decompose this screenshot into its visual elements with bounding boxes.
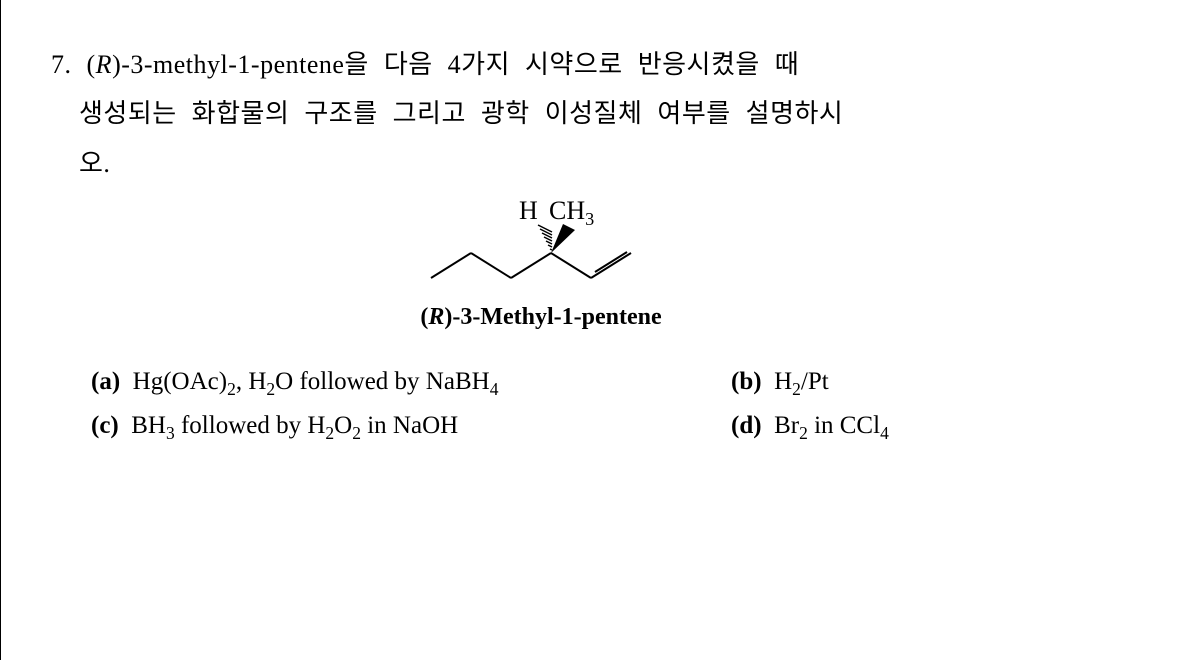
opt-a-sub1: 2 <box>227 379 236 399</box>
opt-b-rest: /Pt <box>801 368 829 395</box>
option-d: (d) Br2 in CCl4 <box>731 405 1150 449</box>
option-b: (b) H2/Pt <box>731 361 1150 405</box>
opt-d-sub2: 4 <box>880 423 889 443</box>
molecule-drawing: H CH3 <box>401 198 681 298</box>
opt-a-sub2: 2 <box>266 379 275 399</box>
opt-a-mid2: O followed by NaBH <box>275 368 490 395</box>
opt-b-pre: H <box>774 368 792 395</box>
opt-d-tag: (d) <box>731 412 762 439</box>
option-row-2: (c) BH3 followed by H2O2 in NaOH (d) Br2… <box>91 405 1150 449</box>
opt-c-pre: BH <box>131 412 166 439</box>
opt-d-mid: in CCl <box>808 412 880 439</box>
opt-b-tag: (b) <box>731 368 762 395</box>
name-R: R <box>428 304 444 330</box>
opt-c-sub2: 2 <box>325 423 334 443</box>
q-open-paren: ( <box>87 50 96 79</box>
question-block: 7. (R)-3-methyl-1-pentene을 다음 4가지 시약으로 반… <box>51 40 1150 188</box>
opt-c-tag: (c) <box>91 412 119 439</box>
opt-d-sub1: 2 <box>799 423 808 443</box>
opt-a-sub3: 4 <box>490 379 499 399</box>
compound-name: (R)-3-Methyl-1-pentene <box>291 304 791 331</box>
opt-c-sub3: 2 <box>352 423 361 443</box>
q-R-italic: R <box>96 50 112 79</box>
structure-region: H CH3 (R)-3-Methyl-1-pen <box>291 198 791 331</box>
option-c: (c) BH3 followed by H2O2 in NaOH <box>91 405 731 449</box>
opt-c-rest: in NaOH <box>361 412 458 439</box>
options-block: (a) Hg(OAc)2, H2O followed by NaBH4 (b) … <box>91 361 1150 449</box>
opt-c-mid: followed by H <box>175 412 326 439</box>
question-line-2: 생성되는 화합물의 구조를 그리고 광학 이성질체 여부를 설명하시 <box>79 89 1150 138</box>
question-number: 7. <box>51 50 72 79</box>
opt-b-sub1: 2 <box>792 379 801 399</box>
opt-a-mid: , H <box>236 368 267 395</box>
bond-svg <box>401 198 681 298</box>
q-line1-rest: )-3-methyl-1-pentene을 다음 4가지 시약으로 반응시켰을 … <box>112 50 799 79</box>
option-row-1: (a) Hg(OAc)2, H2O followed by NaBH4 (b) … <box>91 361 1150 405</box>
question-line-3: 오. <box>79 139 1150 188</box>
question-line-1: 7. (R)-3-methyl-1-pentene을 다음 4가지 시약으로 반… <box>51 40 1150 89</box>
opt-a-tag: (a) <box>91 368 120 395</box>
opt-c-mid2: O <box>334 412 352 439</box>
opt-c-sub1: 3 <box>166 423 175 443</box>
opt-a-pre: Hg(OAc) <box>133 368 227 395</box>
opt-d-pre: Br <box>774 412 799 439</box>
option-a: (a) Hg(OAc)2, H2O followed by NaBH4 <box>91 361 731 405</box>
name-rest: )-3-Methyl-1-pentene <box>444 304 661 330</box>
